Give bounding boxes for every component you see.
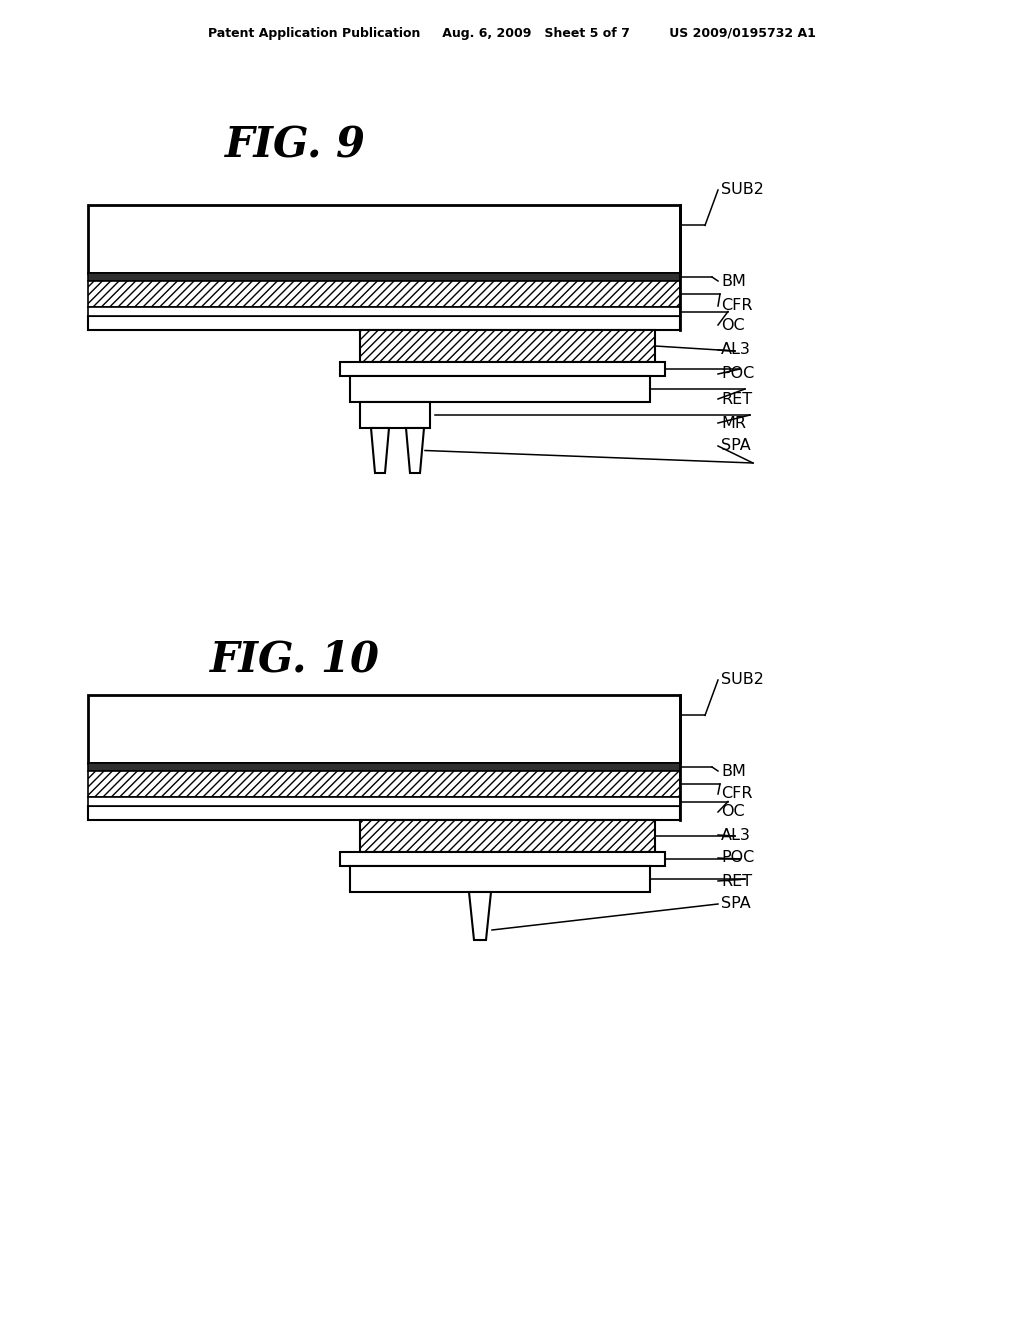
Text: BM: BM <box>721 273 745 289</box>
Polygon shape <box>469 892 490 940</box>
Text: SUB2: SUB2 <box>721 182 764 198</box>
Bar <box>340 362 665 376</box>
Bar <box>88 308 680 315</box>
Polygon shape <box>371 428 389 473</box>
Text: RET: RET <box>721 392 752 407</box>
Text: POC: POC <box>721 367 755 381</box>
Text: AL3: AL3 <box>721 828 751 842</box>
Bar <box>88 771 680 797</box>
Text: BM: BM <box>721 763 745 779</box>
Text: AL3: AL3 <box>721 342 751 358</box>
Bar <box>88 763 680 771</box>
Bar <box>350 376 650 403</box>
Bar <box>350 866 650 892</box>
Text: Patent Application Publication     Aug. 6, 2009   Sheet 5 of 7         US 2009/0: Patent Application Publication Aug. 6, 2… <box>208 26 816 40</box>
Text: MR: MR <box>721 416 746 430</box>
Bar <box>88 807 680 820</box>
Text: OC: OC <box>721 804 744 820</box>
Bar <box>88 281 680 308</box>
Bar <box>360 403 430 428</box>
Text: SUB2: SUB2 <box>721 672 764 688</box>
Text: SPA: SPA <box>721 896 751 912</box>
Bar <box>340 851 665 866</box>
Bar <box>88 797 680 807</box>
Text: FIG. 10: FIG. 10 <box>210 639 380 681</box>
Bar <box>88 696 680 763</box>
Bar <box>88 205 680 273</box>
Text: CFR: CFR <box>721 298 753 314</box>
Text: RET: RET <box>721 874 752 888</box>
Polygon shape <box>406 428 424 473</box>
Text: POC: POC <box>721 850 755 866</box>
Text: OC: OC <box>721 318 744 333</box>
Bar <box>88 273 680 281</box>
Bar <box>360 330 655 362</box>
Text: FIG. 9: FIG. 9 <box>224 124 366 166</box>
Text: CFR: CFR <box>721 787 753 801</box>
Bar <box>360 820 655 851</box>
Text: SPA: SPA <box>721 438 751 454</box>
Bar <box>88 315 680 330</box>
